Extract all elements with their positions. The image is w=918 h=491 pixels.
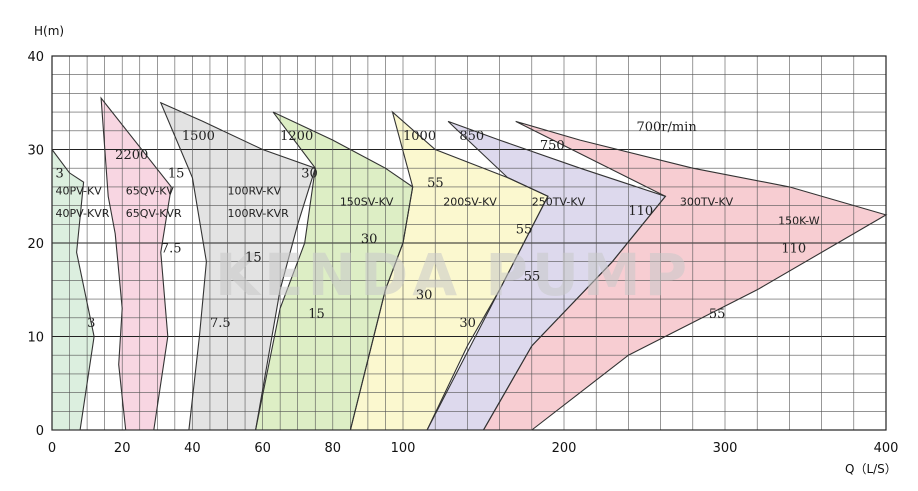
x-tick-label: 300 bbox=[713, 441, 738, 456]
x-axis-title: Q（L/S） bbox=[845, 462, 897, 476]
speed-label: 30 bbox=[301, 167, 318, 182]
speed-label: 3 bbox=[87, 316, 95, 331]
zone-fill-100rv bbox=[160, 102, 316, 431]
speed-label: 15 bbox=[308, 307, 325, 322]
model-label-300tv: 300TV-KV bbox=[680, 196, 734, 209]
y-tick-label: 0 bbox=[36, 424, 44, 439]
y-tick-label: 10 bbox=[27, 331, 44, 346]
x-tick-label: 0 bbox=[48, 441, 56, 456]
zone-outline-200sv bbox=[349, 110, 549, 431]
zone-fill-300tv bbox=[483, 121, 886, 431]
speed-label: 55 bbox=[427, 176, 444, 191]
speed-label: 55 bbox=[524, 269, 541, 284]
speed-label: 30 bbox=[416, 288, 433, 303]
speed-label: 850 bbox=[459, 129, 484, 144]
model-label-200sv: 200SV-KV bbox=[443, 196, 497, 209]
speed-label: 30 bbox=[361, 232, 378, 247]
zone-fill-150sv bbox=[255, 112, 413, 430]
x-tick-label: 20 bbox=[114, 441, 131, 456]
zone-outline-100rv bbox=[159, 101, 316, 431]
x-tick-label: 40 bbox=[184, 441, 201, 456]
x-tick-label: 100 bbox=[391, 441, 416, 456]
speed-label: 1000 bbox=[403, 129, 436, 144]
y-tick-label: 40 bbox=[27, 50, 44, 65]
model-label-40pv: 40PV-KV bbox=[56, 184, 103, 197]
speed-label: 110 bbox=[781, 241, 806, 256]
speed-label: 55 bbox=[516, 223, 533, 238]
speed-label: 700r/min bbox=[636, 120, 697, 135]
zone-fill-250tv bbox=[427, 121, 666, 431]
speed-label: 1500 bbox=[182, 129, 215, 144]
speed-label: 3 bbox=[56, 167, 64, 182]
speed-label: 30 bbox=[459, 316, 476, 331]
model-label-100rv: 100RV-KVR bbox=[228, 207, 290, 220]
speed-label: 110 bbox=[628, 204, 653, 219]
speed-label: 15 bbox=[245, 251, 262, 266]
speed-label: 15 bbox=[168, 167, 185, 182]
model-label-250tv: 250TV-KV bbox=[532, 196, 586, 209]
model-label-40pv: 40PV-KVR bbox=[56, 207, 110, 220]
grid-layer bbox=[51, 55, 887, 431]
y-axis-title: H(m) bbox=[34, 24, 64, 38]
x-tick-label: 400 bbox=[874, 441, 899, 456]
speed-label: 55 bbox=[709, 307, 726, 322]
y-tick-label: 30 bbox=[27, 144, 44, 159]
model-label-65qv: 65QV-KV bbox=[126, 184, 175, 197]
model-label-300tv: 150K-W bbox=[778, 214, 820, 227]
zone-fill-65qv bbox=[101, 98, 172, 430]
zone-fill-200sv bbox=[350, 112, 548, 430]
x-tick-label: 60 bbox=[254, 441, 271, 456]
y-tick-label: 20 bbox=[27, 237, 44, 252]
zone-outline-300tv bbox=[482, 120, 888, 431]
watermark-text: KENDA PUMP bbox=[215, 241, 691, 309]
model-label-150sv: 150SV-KV bbox=[340, 196, 394, 209]
zone-outlines-layer bbox=[51, 96, 888, 431]
zone-outline-65qv bbox=[100, 96, 172, 431]
x-tick-label: 200 bbox=[552, 441, 577, 456]
speed-label: 2200 bbox=[115, 148, 148, 163]
model-label-100rv: 100RV-KV bbox=[228, 184, 282, 197]
speed-label: 750 bbox=[540, 139, 565, 154]
labels-layer: 40PV-KV 40PV-KVR 3 3 65QV-KV 65QV-KVR 2200 15 7.… bbox=[56, 120, 820, 331]
zone-fill-40pv bbox=[52, 149, 95, 430]
speed-label: 7.5 bbox=[210, 316, 231, 331]
speed-label: 1200 bbox=[280, 129, 313, 144]
x-tick-label: 80 bbox=[325, 441, 342, 456]
zones-layer bbox=[52, 98, 886, 431]
speed-label: 7.5 bbox=[161, 241, 182, 256]
model-label-65qv: 65QV-KVR bbox=[126, 207, 182, 220]
zone-outline-40pv bbox=[51, 147, 95, 431]
